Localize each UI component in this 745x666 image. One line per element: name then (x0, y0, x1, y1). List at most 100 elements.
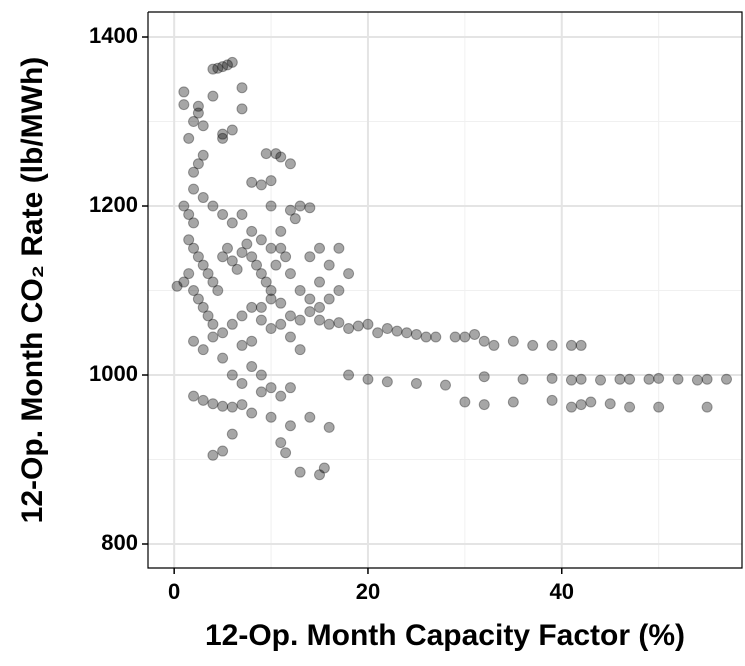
point (217, 251, 229, 263)
point (265, 323, 277, 335)
point (275, 297, 287, 309)
point (178, 200, 190, 212)
point (294, 466, 306, 478)
y-axis-title: 12-Op. Month CO₂ Rate (lb/MWh) (16, 57, 49, 524)
point (236, 246, 248, 258)
point (294, 285, 306, 297)
point (255, 179, 267, 191)
point (614, 373, 626, 385)
point (323, 293, 335, 305)
y-tick-label: 800 (101, 530, 138, 555)
point (333, 242, 345, 254)
point (430, 331, 442, 343)
point (294, 314, 306, 326)
point (270, 259, 282, 271)
point (265, 285, 277, 297)
point (183, 268, 195, 280)
point (314, 242, 326, 254)
point (192, 293, 204, 305)
point (314, 276, 326, 288)
point (192, 158, 204, 170)
point (343, 369, 355, 381)
point (304, 411, 316, 423)
point (265, 293, 277, 305)
point (289, 213, 301, 225)
point (217, 400, 229, 412)
point (595, 374, 607, 386)
point (217, 61, 229, 73)
point (527, 339, 539, 351)
point (720, 373, 732, 385)
point (275, 242, 287, 254)
point (207, 449, 219, 461)
point (246, 407, 258, 419)
point (284, 268, 296, 280)
x-tick-label: 40 (550, 579, 574, 604)
point (280, 251, 292, 263)
point (183, 234, 195, 246)
point (188, 390, 200, 402)
point (192, 100, 204, 112)
y-tick-label: 1400 (89, 23, 138, 48)
point (197, 394, 209, 406)
point (251, 259, 263, 271)
point (188, 116, 200, 128)
point (246, 251, 258, 263)
point (178, 99, 190, 111)
point (401, 327, 413, 339)
point (294, 200, 306, 212)
point (439, 379, 451, 391)
point (575, 373, 587, 385)
point (188, 217, 200, 229)
point (221, 59, 233, 71)
point (255, 234, 267, 246)
axis-line (147, 11, 743, 569)
point (275, 318, 287, 330)
point (207, 398, 219, 410)
point (507, 396, 519, 408)
point (212, 285, 224, 297)
point (202, 310, 214, 322)
point (546, 394, 558, 406)
point (226, 428, 238, 440)
point (280, 447, 292, 459)
point (217, 208, 229, 220)
point (284, 382, 296, 394)
point (183, 132, 195, 144)
point (231, 263, 243, 275)
point (691, 374, 703, 386)
x-tick-label: 0 (168, 579, 180, 604)
point (478, 335, 490, 347)
point (207, 63, 219, 75)
point (284, 420, 296, 432)
point (236, 310, 248, 322)
point (352, 320, 364, 332)
point (207, 90, 219, 102)
point (265, 200, 277, 212)
point (575, 399, 587, 411)
point (217, 327, 229, 339)
point (188, 183, 200, 195)
point (265, 175, 277, 187)
point (197, 344, 209, 356)
point (217, 445, 229, 457)
point (275, 390, 287, 402)
point (362, 373, 374, 385)
point (255, 301, 267, 313)
point (236, 339, 248, 351)
point (246, 225, 258, 237)
point (178, 276, 190, 288)
point (207, 276, 219, 288)
point (270, 148, 282, 160)
point (207, 331, 219, 343)
point (192, 251, 204, 263)
point (217, 132, 229, 144)
point (207, 318, 219, 330)
point (255, 369, 267, 381)
point (236, 82, 248, 94)
point (469, 328, 481, 340)
point (478, 399, 490, 411)
point (265, 382, 277, 394)
point (372, 327, 384, 339)
point (314, 314, 326, 326)
